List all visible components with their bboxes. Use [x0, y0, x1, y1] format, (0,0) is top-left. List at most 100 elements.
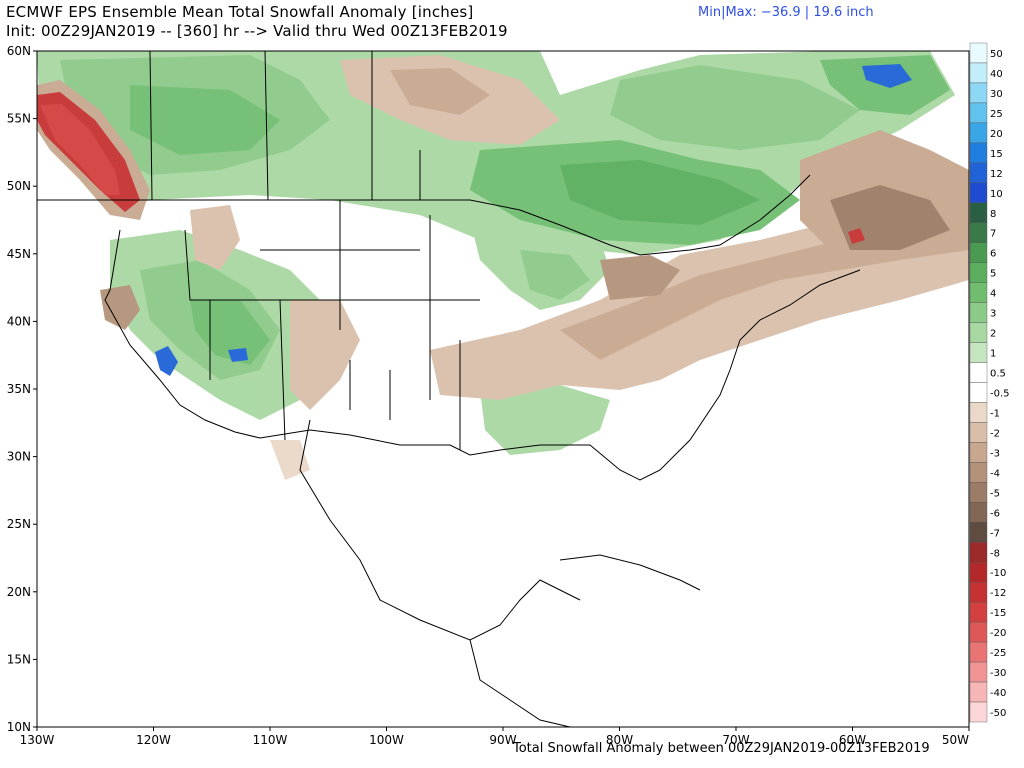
lon-label: 110W: [253, 733, 288, 747]
lat-label: 40N: [7, 314, 31, 328]
title-line1: ECMWF EPS Ensemble Mean Total Snowfall A…: [6, 3, 474, 21]
lat-label: 60N: [7, 44, 31, 58]
longitude-labels: 130W 120W 110W 100W 90W 80W 70W 60W 50W: [20, 727, 970, 747]
colorbar-label: -6: [990, 508, 1000, 519]
colorbar-swatch: [969, 362, 988, 383]
lat-label: 45N: [7, 247, 31, 261]
colorbar-label: 20: [990, 129, 1003, 140]
footer-label: Total Snowfall Anomaly between 00Z29JAN2…: [513, 741, 930, 756]
colorbar-swatch: [969, 302, 988, 323]
lat-label: 30N: [7, 450, 31, 464]
colorbar-swatch: [969, 681, 988, 703]
lon-label: 90W: [489, 733, 516, 747]
lon-label: 130W: [20, 733, 55, 747]
colorbar-label: 12: [990, 169, 1003, 180]
colorbar-swatch: [969, 462, 988, 483]
colorbar-label: 7: [990, 229, 996, 240]
colorbar-swatch: [969, 442, 988, 463]
colorbar-swatch: [969, 102, 988, 124]
colorbar-swatch: [969, 422, 988, 443]
colorbar-label: 0.5: [990, 369, 1006, 380]
colorbar-swatch: [969, 42, 988, 64]
lat-label: 25N: [7, 517, 31, 531]
colorbar-label: 2: [990, 329, 996, 340]
colorbar-label: 6: [990, 249, 996, 260]
colorbar-label: 10: [990, 189, 1003, 200]
colorbar-swatch: [969, 402, 988, 423]
minmax-label: Min|Max: −36.9 | 19.6 inch: [698, 5, 874, 20]
colorbar-swatch: [969, 122, 988, 144]
colorbar-label: -25: [990, 648, 1006, 659]
colorbar-swatch: [969, 482, 988, 503]
lat-label: 55N: [7, 112, 31, 126]
colorbar-swatch: [969, 222, 988, 243]
colorbar-swatch: [969, 661, 988, 683]
colorbar-label: 8: [990, 209, 996, 220]
colorbar-swatch: [969, 342, 988, 363]
colorbar-label: 3: [990, 309, 996, 320]
lat-label: 10N: [7, 720, 31, 734]
colorbar-swatch: [969, 162, 988, 183]
colorbar-label: -1: [990, 408, 1000, 419]
lon-label: 70W: [722, 733, 749, 747]
colorbar-label: 5: [990, 269, 996, 280]
boundaries: [37, 50, 861, 728]
colorbar-swatch: [969, 522, 988, 543]
colorbar-swatch: [969, 701, 988, 723]
lon-label: 50W: [942, 733, 969, 747]
lon-label: 80W: [606, 733, 633, 747]
colorbar-swatch: [969, 562, 988, 583]
colorbar-label: 1: [990, 349, 996, 360]
colorbar-label: -7: [990, 528, 1000, 539]
colorbar-label: -4: [990, 468, 1000, 479]
lat-label: 50N: [7, 179, 31, 193]
colorbar-swatch: [969, 641, 988, 663]
lat-label: 15N: [7, 652, 31, 666]
colorbar-label: -5: [990, 488, 1000, 499]
colorbar-label: 50: [990, 49, 1003, 60]
colorbar-label: -20: [990, 628, 1006, 639]
colorbar-label: -8: [990, 548, 1000, 559]
colorbar-label: 4: [990, 289, 996, 300]
anomaly-shading: [37, 51, 969, 480]
colorbar-swatch: [969, 282, 988, 303]
colorbar-swatch: [969, 601, 988, 623]
colorbar-swatch: [969, 582, 988, 603]
colorbar: 50 40 30 25 20 15 12 10 8 7 6 5 4 3 2 1 0.5 -0.5 -1 -2 -3 -4 -…: [969, 42, 1010, 723]
colorbar-swatch: [969, 142, 988, 164]
colorbar-label: -50: [990, 708, 1006, 719]
lon-label: 100W: [369, 733, 404, 747]
colorbar-label: -30: [990, 668, 1006, 679]
colorbar-swatch: [969, 202, 988, 223]
latitude-labels: 60N 55N 50N 45N 40N 35N 30N 25N 20N 15N 10N: [7, 44, 37, 734]
colorbar-swatch: [969, 182, 988, 203]
title-line2: Init: 00Z29JAN2019 -- [360] hr --> Valid…: [6, 22, 508, 40]
colorbar-label: 40: [990, 69, 1003, 80]
lat-label: 20N: [7, 585, 31, 599]
colorbar-label: -10: [990, 568, 1006, 579]
colorbar-label: 15: [990, 149, 1003, 160]
colorbar-label: -0.5: [990, 388, 1010, 399]
colorbar-swatch: [969, 502, 988, 523]
colorbar-swatch: [969, 242, 988, 263]
colorbar-label: 25: [990, 109, 1003, 120]
colorbar-swatch: [969, 621, 988, 643]
colorbar-swatch: [969, 322, 988, 343]
colorbar-swatch: [969, 62, 988, 84]
lon-label: 60W: [839, 733, 866, 747]
chart-title: ECMWF EPS Ensemble Mean Total Snowfall A…: [6, 3, 508, 41]
colorbar-label: -40: [990, 688, 1006, 699]
map-frame: [36, 50, 970, 728]
lat-label: 35N: [7, 382, 31, 396]
colorbar-label: -15: [990, 608, 1006, 619]
colorbar-swatch: [969, 542, 988, 563]
colorbar-swatch: [969, 82, 988, 104]
colorbar-label: 30: [990, 89, 1003, 100]
colorbar-swatch: [969, 262, 988, 283]
colorbar-label: -12: [990, 588, 1006, 599]
colorbar-label: -2: [990, 428, 1000, 439]
lon-label: 120W: [136, 733, 171, 747]
colorbar-swatch: [969, 382, 988, 403]
colorbar-label: -3: [990, 448, 1000, 459]
